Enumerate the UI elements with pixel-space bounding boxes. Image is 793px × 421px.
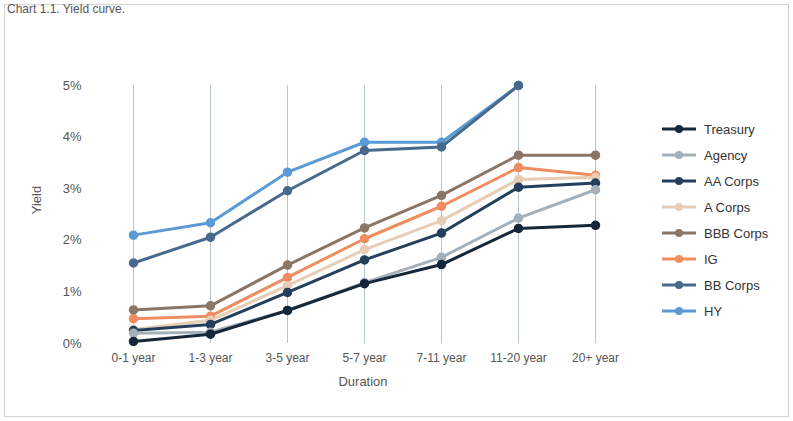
svg-text:20+ year: 20+ year: [572, 351, 619, 365]
svg-text:1-3 year: 1-3 year: [188, 351, 232, 365]
svg-text:0%: 0%: [63, 336, 82, 351]
html-text:Yield: Yield: [28, 185, 44, 215]
svg-text:2%: 2%: [63, 232, 82, 247]
svg-text:0-1 year: 0-1 year: [111, 351, 155, 365]
html-text:BB Corps: BB Corps: [704, 277, 760, 293]
svg-text:11-20 year: 11-20 year: [490, 351, 546, 365]
svg-text:3%: 3%: [63, 181, 82, 196]
html-text:BBB Corps: BBB Corps: [704, 225, 769, 241]
html-text:HY: HY: [704, 303, 723, 319]
svg-text:5%: 5%: [63, 78, 82, 93]
html-text:Agency: Agency: [704, 147, 748, 163]
html-text:IG: IG: [704, 251, 718, 267]
html-text:Chart 1.1. Yield curve.: Chart 1.1. Yield curve.: [7, 2, 126, 16]
svg-text:4%: 4%: [63, 129, 82, 144]
html-text:AA Corps: AA Corps: [704, 173, 759, 189]
html-text:Treasury: Treasury: [704, 121, 755, 137]
html-text:Duration: Duration: [338, 374, 388, 389]
svg-text:5-7 year: 5-7 year: [342, 351, 386, 365]
html-text:A Corps: A Corps: [704, 199, 751, 215]
svg-text:3-5 year: 3-5 year: [265, 351, 309, 365]
svg-text:7-11 year: 7-11 year: [417, 351, 467, 365]
svg-text:1%: 1%: [63, 284, 82, 299]
